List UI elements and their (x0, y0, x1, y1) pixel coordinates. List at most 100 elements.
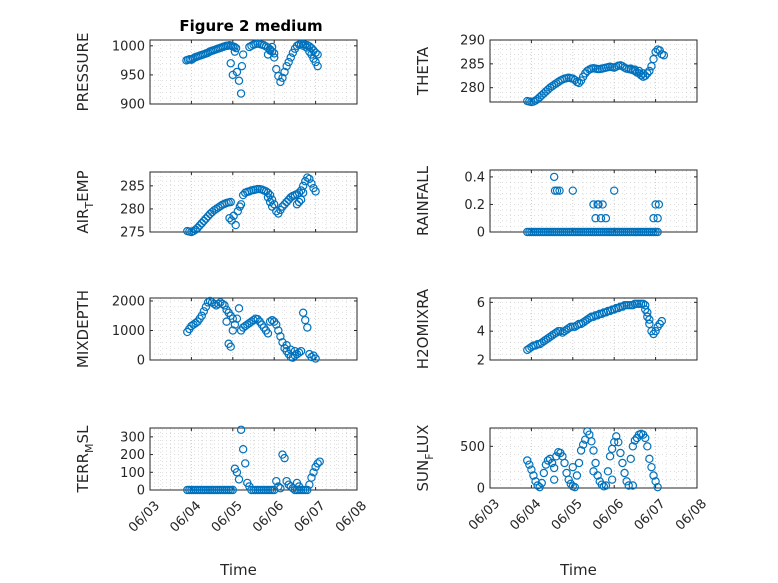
data-point (597, 480, 606, 489)
data-point (274, 326, 283, 335)
data-point (282, 341, 291, 350)
data-point (272, 207, 281, 216)
data-point (653, 214, 662, 223)
data-point (228, 326, 237, 335)
x-tick-label: 06/08 (673, 496, 710, 533)
data-point (303, 485, 312, 495)
data-point (523, 456, 532, 465)
data-point (628, 442, 638, 451)
data-point (282, 197, 291, 207)
data-point (603, 467, 613, 476)
data-point (232, 314, 242, 323)
axes-box (149, 297, 358, 361)
y-tick-label: 900 (120, 98, 145, 113)
data-point (288, 48, 298, 58)
data-point (549, 463, 559, 473)
data-point (570, 482, 580, 492)
data-point (651, 477, 660, 486)
data-point (535, 482, 544, 492)
data-point (280, 453, 289, 463)
data-point (307, 50, 316, 59)
data-point (276, 484, 285, 493)
data-point (576, 319, 586, 329)
x-tick-label: 06/07 (292, 498, 329, 535)
data-point (539, 468, 549, 478)
x-tick-label: 06/08 (333, 498, 370, 535)
data-point (274, 71, 283, 81)
data-point (220, 301, 229, 310)
data-point (591, 458, 600, 468)
data-point (311, 57, 320, 67)
data-point (203, 298, 213, 307)
data-series (183, 296, 320, 363)
data-point (226, 197, 235, 207)
data-point (209, 206, 219, 215)
data-point (234, 304, 244, 313)
data-point (199, 307, 209, 316)
data-point (201, 214, 211, 223)
data-point (589, 200, 598, 209)
data-point (570, 75, 580, 85)
data-point (218, 299, 227, 309)
data-point (643, 69, 652, 78)
data-point (581, 316, 590, 326)
data-series (182, 39, 322, 98)
data-point (230, 47, 240, 56)
data-point (587, 437, 596, 446)
y-tick-label: 0 (477, 226, 485, 241)
y-axis-label-subscript: T (83, 202, 96, 210)
figure-title: Figure 2 medium (179, 17, 322, 35)
y-axis-label: AIRTEMP (74, 170, 96, 233)
data-point (549, 80, 559, 90)
data-point (612, 432, 621, 441)
y-axis-label-rest: LUX (414, 425, 432, 454)
data-point (654, 200, 664, 209)
x-tick-label: 06/03 (466, 496, 503, 533)
data-point (628, 301, 638, 310)
data-point (622, 477, 631, 486)
data-point (558, 328, 567, 337)
y-tick-label: 2000 (112, 294, 145, 309)
data-point (556, 326, 565, 336)
data-point (578, 440, 588, 449)
y-tick-label: 0 (137, 484, 145, 499)
data-point (276, 77, 285, 87)
data-point (209, 299, 219, 309)
data-point (294, 482, 304, 491)
y-tick-label: 0.2 (464, 198, 485, 213)
data-point (638, 299, 648, 308)
data-series (183, 173, 320, 237)
data-point (233, 207, 242, 216)
y-tick-label: 1000 (112, 39, 145, 54)
y-tick-label: 285 (120, 179, 145, 194)
data-point (286, 345, 295, 354)
data-point (212, 204, 221, 214)
data-point (294, 197, 304, 207)
y-tick-label: 290 (460, 34, 485, 49)
data-point (545, 83, 555, 92)
data-point (630, 65, 640, 74)
y-axis-label: MIXDEPTH (74, 290, 92, 368)
data-point (263, 188, 273, 197)
y-axis-label-subscript: M (83, 443, 96, 453)
y-tick-label: 1000 (112, 324, 145, 339)
subplot-rainfall: 0 0.2 0.4 RAINFALL (414, 165, 698, 241)
data-point (230, 320, 240, 329)
data-series (523, 45, 669, 107)
x-tick-label: 06/05 (549, 496, 586, 533)
x-tick-label: 06/04 (167, 498, 204, 535)
data-point (555, 186, 564, 195)
data-point (274, 482, 283, 491)
data-point (303, 173, 312, 182)
data-point (589, 467, 598, 476)
y-axis-label: THETA (414, 46, 432, 96)
data-point (311, 354, 320, 363)
data-point (298, 308, 308, 317)
y-tick-label: 0 (137, 354, 145, 369)
data-point (547, 331, 557, 340)
data-point (531, 477, 540, 486)
data-point (596, 214, 606, 223)
y-tick-label: 0.4 (464, 170, 485, 185)
data-point (288, 484, 298, 493)
